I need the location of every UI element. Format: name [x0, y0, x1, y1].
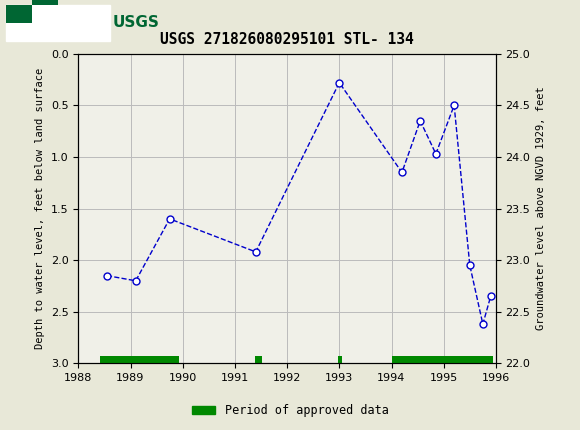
Bar: [338, 356, 342, 363]
Bar: [6, 6, 32, 22]
Bar: [6, 4, 110, 41]
Text: USGS: USGS: [113, 15, 160, 30]
Bar: [100, 356, 179, 363]
Bar: [392, 356, 494, 363]
Title: USGS 271826080295101 STL- 134: USGS 271826080295101 STL- 134: [160, 32, 414, 47]
Bar: [32, 0, 58, 6]
Legend: Period of approved data: Period of approved data: [187, 399, 393, 422]
Y-axis label: Groundwater level above NGVD 1929, feet: Groundwater level above NGVD 1929, feet: [536, 87, 546, 330]
Bar: [255, 356, 262, 363]
Y-axis label: Depth to water level, feet below land surface: Depth to water level, feet below land su…: [35, 68, 45, 349]
